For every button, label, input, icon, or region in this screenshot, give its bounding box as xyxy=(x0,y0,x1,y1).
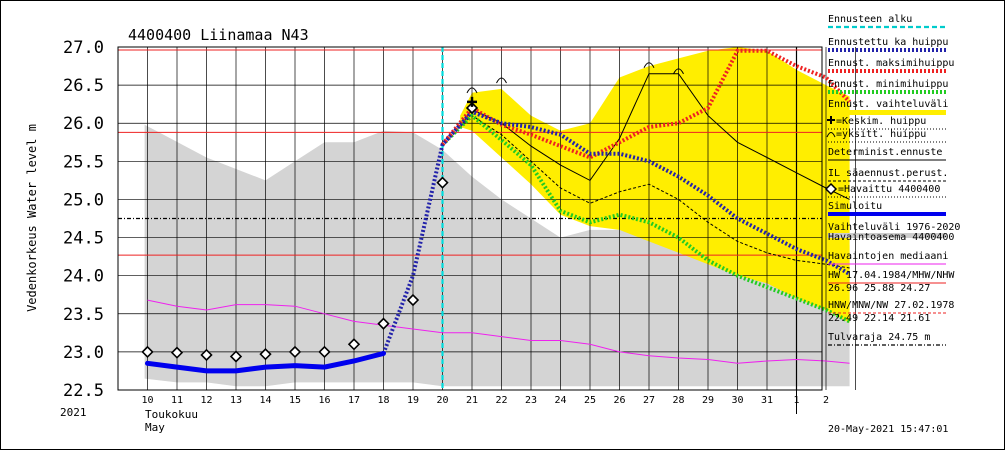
y-tick-label: 23.0 xyxy=(63,343,104,363)
x-tick-label: 29 xyxy=(702,395,714,406)
x-tick-label: 15 xyxy=(289,395,301,406)
x-tick-label: 14 xyxy=(259,395,271,406)
x-tick-label: 25 xyxy=(584,395,596,406)
legend-layer: Ennusteen alku Ennustettu ka huippu Ennust… xyxy=(824,14,960,346)
y-tick-label: 25.5 xyxy=(63,152,104,172)
month-label-fi: Toukokuu xyxy=(145,408,198,421)
observed-point xyxy=(465,101,479,115)
observed-point xyxy=(347,338,361,351)
x-tick-label: 24 xyxy=(554,395,566,406)
legend-label: 26.96 25.88 24.27 xyxy=(828,283,930,294)
month-label-en: May xyxy=(145,421,165,434)
legend-label: Simuloitu xyxy=(828,201,882,212)
x-tick-label: 21 xyxy=(466,395,478,406)
legend-label: HW 17.04.1984/MHW/NHW xyxy=(828,270,955,281)
legend-swatch xyxy=(828,110,946,115)
x-tick-label: 26 xyxy=(613,395,625,406)
y-tick-label: 25.0 xyxy=(63,190,104,210)
x-tick-label: 2 xyxy=(823,395,829,406)
individual-peak-marker xyxy=(466,87,478,94)
series-line-ennust-minimihuippu xyxy=(441,112,851,324)
x-tick-label: 12 xyxy=(200,395,212,406)
timestamp: 20-May-2021 15:47:01 xyxy=(828,424,948,435)
legend-label: Ennustettu ka huippu xyxy=(828,37,948,48)
legend-swatch xyxy=(827,116,835,124)
x-tick-label: 16 xyxy=(318,395,330,406)
series-line-il-saaennust-perust- xyxy=(459,114,850,269)
series-line-simuloitu xyxy=(145,350,386,374)
forecast-range-band xyxy=(460,47,850,323)
x-tick-label: 19 xyxy=(407,395,419,406)
observed-point xyxy=(406,293,420,307)
legend-label: Ennusteen alku xyxy=(828,14,912,25)
y-tick-label: 24.0 xyxy=(63,267,104,287)
y-tick-label: 24.5 xyxy=(63,229,104,249)
mean-peak-marker xyxy=(467,96,477,107)
y-tick-label: 22.5 xyxy=(63,381,104,401)
x-tick-label: 31 xyxy=(761,395,773,406)
series-line-deterministinen-ennuste xyxy=(459,73,850,200)
y-axis-label: Vedenkorkeus Water level m xyxy=(25,124,39,312)
x-tick-label: 18 xyxy=(377,395,389,406)
x-tick-label: 20 xyxy=(436,395,448,406)
observed-point xyxy=(436,176,449,189)
x-tick-label: 17 xyxy=(348,395,360,406)
y-tick-label: 26.0 xyxy=(63,114,104,134)
legend-label: HNW/MNW/NW 27.02.1978 xyxy=(828,300,954,311)
legend-swatch xyxy=(824,182,838,196)
reference-lines-layer xyxy=(118,47,822,390)
x-tick-label: 28 xyxy=(672,395,684,406)
x-tick-label: 13 xyxy=(230,395,242,406)
observed-point xyxy=(141,345,154,359)
bands-layer xyxy=(144,47,850,387)
x-tick-label: 23 xyxy=(525,395,537,406)
observed-point xyxy=(318,345,331,359)
observed-point xyxy=(229,350,243,363)
series-line-havaintojen-mediaani xyxy=(147,299,850,364)
legend-label: Havaintojen mediaani xyxy=(828,251,948,262)
observed-point xyxy=(259,348,272,361)
observed-point xyxy=(288,345,302,359)
legend-label: =yksitt. huippu xyxy=(836,129,926,140)
legend-swatch xyxy=(828,233,946,238)
legend-label: Tulvaraja 24.75 m xyxy=(828,332,930,343)
legend-label: Ennust. vaihteluväli xyxy=(828,99,948,110)
y-tick-label: 27.0 xyxy=(63,38,104,58)
year-label: 2021 xyxy=(60,406,87,419)
chart-title: 4400400 Liinamaa N43 xyxy=(128,26,309,44)
individual-peak-marker xyxy=(673,68,684,75)
legend-label: =Havaittu 4400400 xyxy=(838,184,940,195)
legend-label: Vaihteluväli 1976-2020 xyxy=(828,222,960,233)
legend-label: Ennust. minimihuippu xyxy=(828,79,948,90)
legend-label: IL säaennust.perust. xyxy=(828,168,948,179)
x-tick-label: 27 xyxy=(643,395,655,406)
x-tick-label: 10 xyxy=(141,395,153,406)
legend-label: Determinist.ennuste xyxy=(828,147,942,158)
observed-point xyxy=(170,346,184,359)
legend-swatch xyxy=(826,132,836,138)
individual-peak-marker xyxy=(643,62,655,68)
x-tick-label: 30 xyxy=(731,395,743,406)
series-line-ennust-maksimihuippu xyxy=(440,48,852,160)
x-tick-label: 22 xyxy=(495,395,507,406)
legend-label: 22.49 22.14 21.61 xyxy=(828,313,930,324)
y-tick-label: 23.5 xyxy=(63,305,104,325)
x-tick-label: 11 xyxy=(171,395,183,406)
plot-area-border xyxy=(117,46,823,391)
legend-label: Ennust. maksimihuippu xyxy=(828,58,954,69)
axes-layer: 27.0 26.5 26.0 25.5 25.0 24.5 24.0 23.5 23.0 22.5… xyxy=(63,38,829,414)
series-layer xyxy=(141,48,852,374)
observed-point xyxy=(377,317,390,330)
individual-peak-marker xyxy=(496,77,507,84)
legend-label: Havaintoasema 4400400 xyxy=(828,232,954,243)
observed-point xyxy=(200,348,213,362)
legend-label: =Keskim. huippu xyxy=(836,116,926,127)
y-tick-label: 26.5 xyxy=(63,76,104,96)
